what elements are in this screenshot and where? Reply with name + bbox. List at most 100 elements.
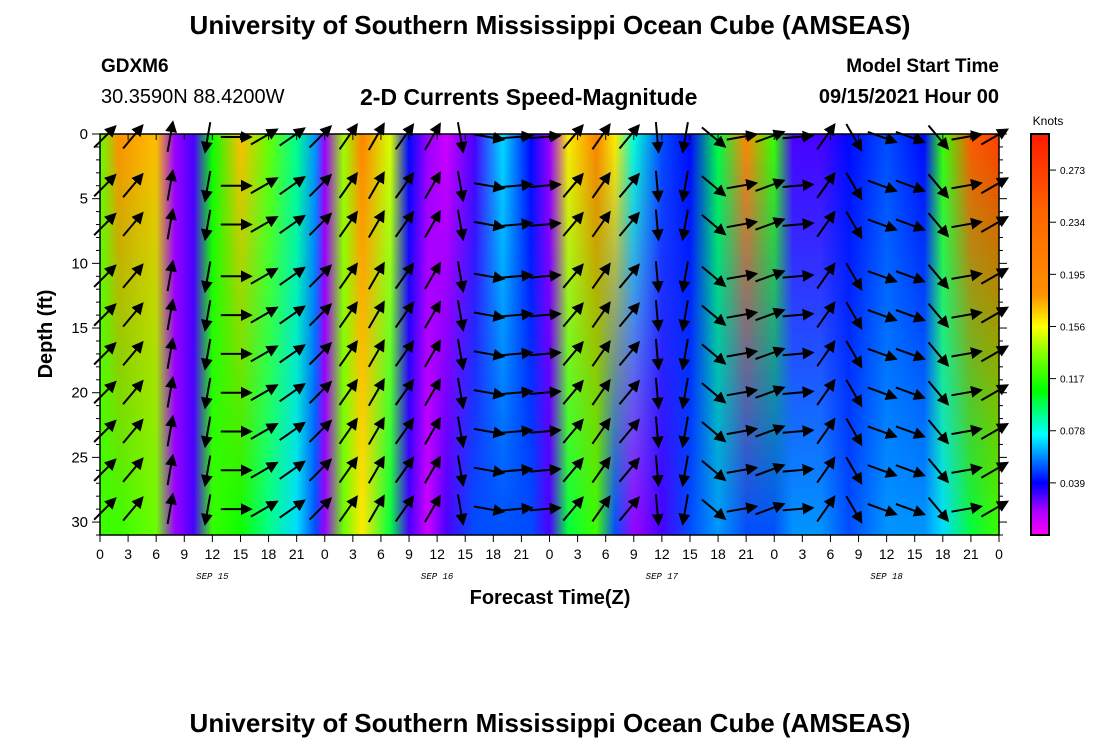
current-vector bbox=[501, 386, 534, 399]
current-vector bbox=[367, 209, 385, 239]
current-vector bbox=[165, 453, 177, 486]
current-vector bbox=[308, 173, 333, 198]
current-vector bbox=[701, 498, 727, 521]
current-vector bbox=[678, 300, 691, 332]
colorbar: Knots 0.273 0.234 0.195 0.156 0.117 0.078 0.03… bbox=[1030, 114, 1085, 536]
current-vector bbox=[591, 417, 611, 445]
station-location: 30.3590N 88.4200W bbox=[101, 86, 285, 108]
current-vector bbox=[755, 217, 786, 231]
current-vector bbox=[367, 377, 385, 407]
current-vector bbox=[951, 178, 983, 191]
current-vector bbox=[279, 214, 306, 235]
current-vector bbox=[591, 456, 611, 484]
x-tick-label: 3 bbox=[798, 546, 806, 562]
current-vector bbox=[338, 210, 358, 238]
y-tick-label: 0 bbox=[80, 126, 88, 143]
colorbar-tick-label: 0.234 bbox=[1060, 218, 1085, 229]
current-vector bbox=[726, 308, 759, 321]
current-vector bbox=[618, 302, 640, 328]
x-axis-label: Forecast Time(Z) bbox=[470, 587, 631, 609]
current-vector bbox=[867, 386, 898, 401]
x-day-label: SEP 15 bbox=[196, 572, 229, 582]
current-vector bbox=[529, 308, 562, 321]
x-day-label: SEP 18 bbox=[870, 572, 903, 582]
current-vector bbox=[308, 497, 333, 521]
current-vector bbox=[367, 455, 385, 484]
current-vector bbox=[618, 211, 640, 237]
current-vector bbox=[816, 171, 836, 199]
current-vector bbox=[867, 503, 898, 517]
x-day-label: SEP 16 bbox=[421, 572, 454, 582]
current-vector bbox=[845, 262, 863, 292]
current-vector bbox=[367, 494, 385, 523]
current-vector bbox=[501, 130, 534, 143]
current-vector bbox=[338, 339, 358, 367]
current-vector bbox=[455, 455, 468, 488]
current-vector bbox=[591, 210, 611, 238]
current-vector bbox=[726, 269, 759, 282]
current-vector bbox=[845, 418, 863, 447]
current-vector bbox=[845, 379, 863, 408]
current-vector bbox=[250, 128, 279, 146]
current-vector bbox=[200, 170, 213, 203]
colorbar-tick-label: 0.078 bbox=[1060, 427, 1085, 438]
current-vector bbox=[122, 496, 144, 522]
current-vector bbox=[122, 211, 144, 237]
current-vector bbox=[980, 216, 1010, 233]
current-vector bbox=[678, 416, 691, 449]
current-vector bbox=[250, 216, 279, 233]
station-id: GDXM6 bbox=[101, 56, 169, 77]
current-vector bbox=[165, 375, 177, 408]
current-vector bbox=[927, 264, 950, 290]
current-vector bbox=[424, 171, 441, 200]
current-vector bbox=[701, 214, 727, 236]
current-vector bbox=[424, 261, 441, 290]
current-vector bbox=[816, 123, 836, 150]
current-vector bbox=[951, 308, 983, 321]
colorbar-tick-label: 0.039 bbox=[1060, 479, 1085, 490]
current-vector bbox=[93, 212, 117, 236]
current-vector bbox=[501, 218, 534, 231]
current-vector bbox=[562, 172, 584, 198]
current-vector bbox=[93, 419, 117, 443]
current-vectors bbox=[93, 120, 1010, 527]
current-vector bbox=[782, 386, 815, 399]
current-vector bbox=[951, 385, 983, 398]
current-vector bbox=[618, 496, 640, 522]
current-vector bbox=[338, 171, 358, 199]
x-tick-label: 9 bbox=[405, 546, 413, 562]
model-start-value: 09/15/2021 Hour 00 bbox=[818, 86, 999, 108]
current-vector bbox=[165, 120, 177, 152]
current-vector bbox=[816, 495, 836, 522]
current-vector bbox=[455, 122, 468, 154]
current-vector bbox=[165, 207, 177, 240]
current-vector bbox=[93, 124, 117, 149]
current-vector bbox=[529, 347, 562, 360]
current-vector bbox=[895, 218, 926, 232]
current-vector bbox=[755, 462, 786, 477]
current-vector bbox=[200, 209, 213, 242]
current-vector bbox=[591, 339, 611, 367]
current-vector bbox=[678, 170, 691, 203]
current-vector bbox=[651, 416, 664, 449]
current-vector bbox=[473, 465, 506, 478]
x-tick-label: 0 bbox=[96, 546, 104, 562]
current-vector bbox=[308, 458, 333, 482]
speed-field-bottom bbox=[100, 134, 999, 535]
current-vector bbox=[93, 497, 117, 521]
current-vector bbox=[816, 456, 836, 484]
current-vector bbox=[279, 266, 306, 286]
current-vector bbox=[394, 417, 415, 445]
current-vector bbox=[122, 418, 144, 444]
current-vector bbox=[951, 130, 983, 143]
current-vector bbox=[782, 425, 815, 438]
current-vector bbox=[279, 127, 306, 147]
current-vector bbox=[308, 212, 333, 236]
current-vector bbox=[701, 126, 727, 148]
current-vector bbox=[951, 424, 983, 437]
current-vector bbox=[845, 495, 863, 524]
current-vector bbox=[591, 171, 611, 199]
current-vector bbox=[562, 123, 584, 150]
current-vector bbox=[279, 382, 306, 403]
current-vector bbox=[726, 347, 759, 359]
